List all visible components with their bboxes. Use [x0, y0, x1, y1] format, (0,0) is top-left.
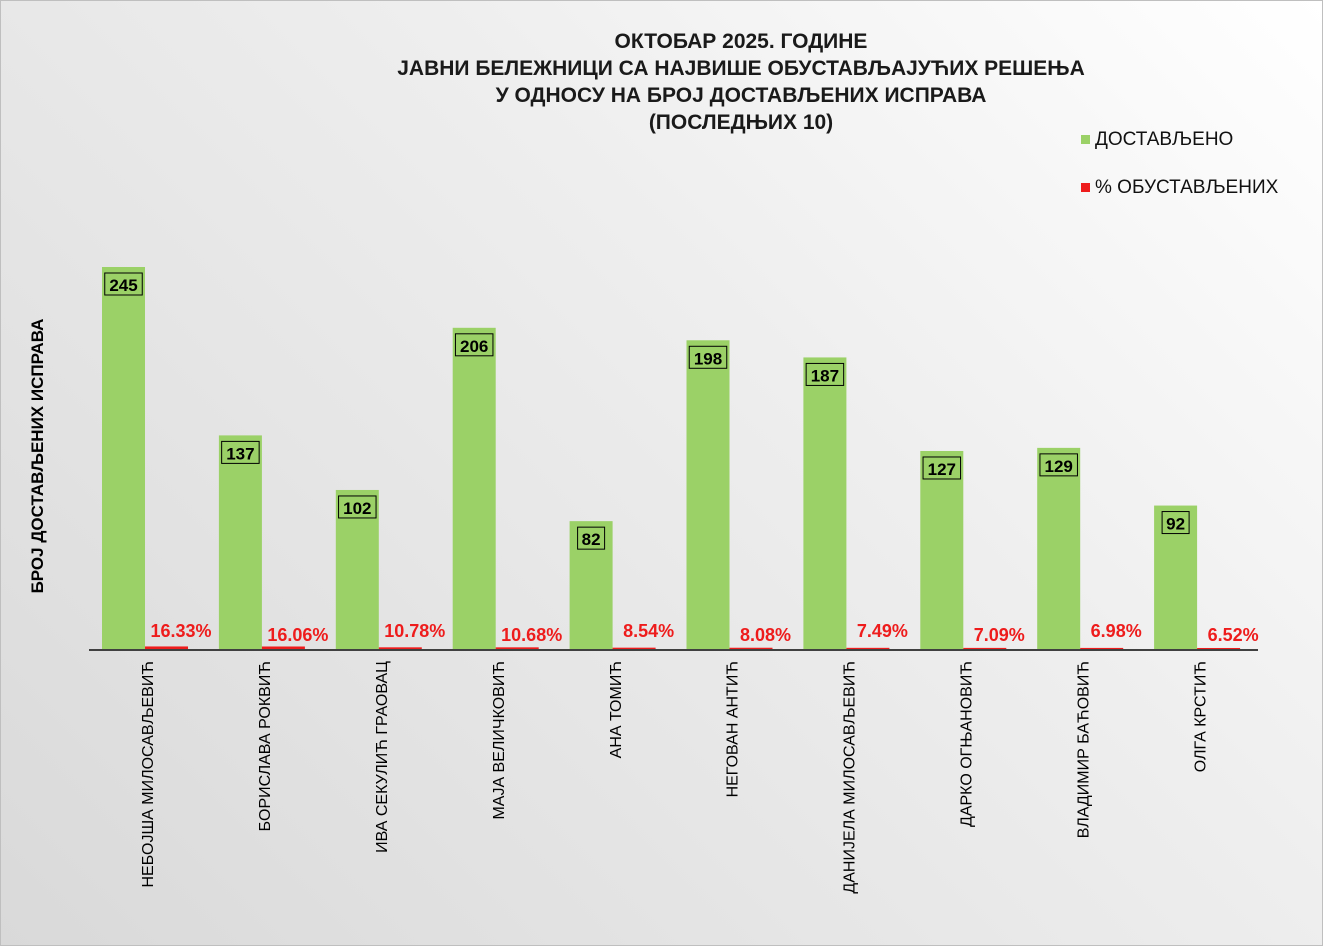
data-label-box	[338, 495, 377, 519]
bar-suspended-percent	[1197, 647, 1241, 649]
bar-delivered	[920, 450, 964, 649]
bar-suspended-percent	[963, 647, 1007, 649]
data-label-suspended-percent: 8.54%	[623, 621, 674, 641]
x-tick-label: МАЈА ВЕЛИЧКОВИЋ	[491, 661, 508, 820]
bar-delivered	[569, 521, 613, 649]
bar-delivered	[452, 327, 496, 649]
bar-suspended-percent	[729, 647, 773, 649]
data-label-suspended-percent: 7.49%	[857, 621, 908, 641]
legend-swatch-red	[1081, 183, 1090, 193]
data-label-delivered: 102	[343, 499, 371, 518]
bar-suspended-percent	[846, 647, 890, 649]
x-tick-label: ОЛГА КРСТИЋ	[1192, 661, 1209, 772]
bar-delivered	[102, 267, 145, 649]
bar-delivered	[335, 489, 379, 649]
data-label-box	[104, 272, 143, 296]
data-label-delivered: 245	[109, 276, 137, 295]
x-tick-label: ДАНИЈЕЛА МИЛОСАВЉЕВИЋ	[842, 661, 859, 894]
data-label-delivered: 187	[811, 366, 839, 385]
data-label-box	[805, 362, 845, 386]
data-label-delivered: 198	[694, 349, 722, 368]
chart-title-line-1: ОКТОБАР 2025. ГОДИНЕ	[614, 30, 868, 53]
data-label-suspended-percent: 6.98%	[1091, 621, 1142, 641]
chart-title-line-2: ЈАВНИ БЕЛЕЖНИЦИ СА НАЈВИШЕ ОБУСТАВЉАЈУЋИ…	[397, 57, 1085, 80]
bar-suspended-percent	[612, 647, 656, 649]
bar-suspended-percent	[495, 647, 539, 649]
data-label-delivered: 206	[460, 337, 488, 356]
x-tick-label: ИВА СЕКУЛИЋ ГРАОВАЦ	[374, 661, 391, 853]
x-tick-label: НЕБОЈША МИЛОСАВЉЕВИЋ	[140, 661, 157, 888]
data-label-box	[1161, 511, 1190, 535]
x-tick-label: ВЛАДИМИР БАЋОВИЋ	[1075, 661, 1092, 838]
data-label-suspended-percent: 16.33%	[150, 621, 211, 641]
chart-title-line-4: (ПОСЛЕДЊИХ 10)	[648, 111, 834, 134]
bar-suspended-percent	[1080, 647, 1124, 649]
data-label-suspended-percent: 7.09%	[974, 625, 1025, 645]
x-tick-label: АНА ТОМИЋ	[608, 661, 625, 758]
data-label-suspended-percent: 16.06%	[267, 625, 328, 645]
data-label-delivered: 127	[928, 460, 956, 479]
bar-delivered	[803, 357, 847, 649]
data-label-box	[221, 440, 260, 464]
legend-item-suspended-percent: % ОБУСТАВЉЕНИХ	[1081, 177, 1278, 199]
x-tick-label: НЕГОВАН АНТИЋ	[725, 661, 742, 797]
data-label-suspended-percent: 8.08%	[740, 625, 791, 645]
data-label-delivered: 129	[1045, 457, 1073, 476]
legend-label: ДОСТАВЉЕНО	[1095, 129, 1234, 150]
data-label-box	[922, 456, 962, 480]
data-label-delivered: 92	[1166, 515, 1185, 534]
bar-delivered	[686, 340, 730, 649]
bar-delivered	[1037, 447, 1081, 649]
data-label-box	[688, 345, 728, 369]
bar-suspended-percent	[145, 646, 188, 649]
legend-label: % ОБУСТАВЉЕНИХ	[1095, 177, 1279, 198]
x-tick-label: БОРИСЛАВА РОКВИЋ	[257, 661, 274, 831]
bar-delivered	[218, 435, 262, 649]
data-label-delivered: 137	[226, 444, 254, 463]
data-label-suspended-percent: 10.68%	[501, 625, 562, 645]
legend-swatch-green	[1081, 135, 1090, 145]
x-tick-label: ДАРКО ОГЊАНОВИЋ	[959, 661, 976, 827]
bar-delivered	[1154, 505, 1198, 649]
data-label-delivered: 82	[582, 530, 601, 549]
bar-suspended-percent	[261, 646, 305, 649]
legend-item-delivered: ДОСТАВЉЕНО	[1081, 129, 1233, 151]
bar-suspended-percent	[378, 647, 422, 649]
chart-title-line-3: У ОДНОСУ НА БРОЈ ДОСТАВЉЕНИХ ИСПРАВА	[495, 84, 987, 107]
data-label-box	[1039, 453, 1078, 477]
data-label-suspended-percent: 10.78%	[384, 621, 445, 641]
data-label-box	[454, 333, 494, 357]
data-label-box	[577, 526, 606, 550]
data-label-suspended-percent: 6.52%	[1208, 625, 1259, 645]
